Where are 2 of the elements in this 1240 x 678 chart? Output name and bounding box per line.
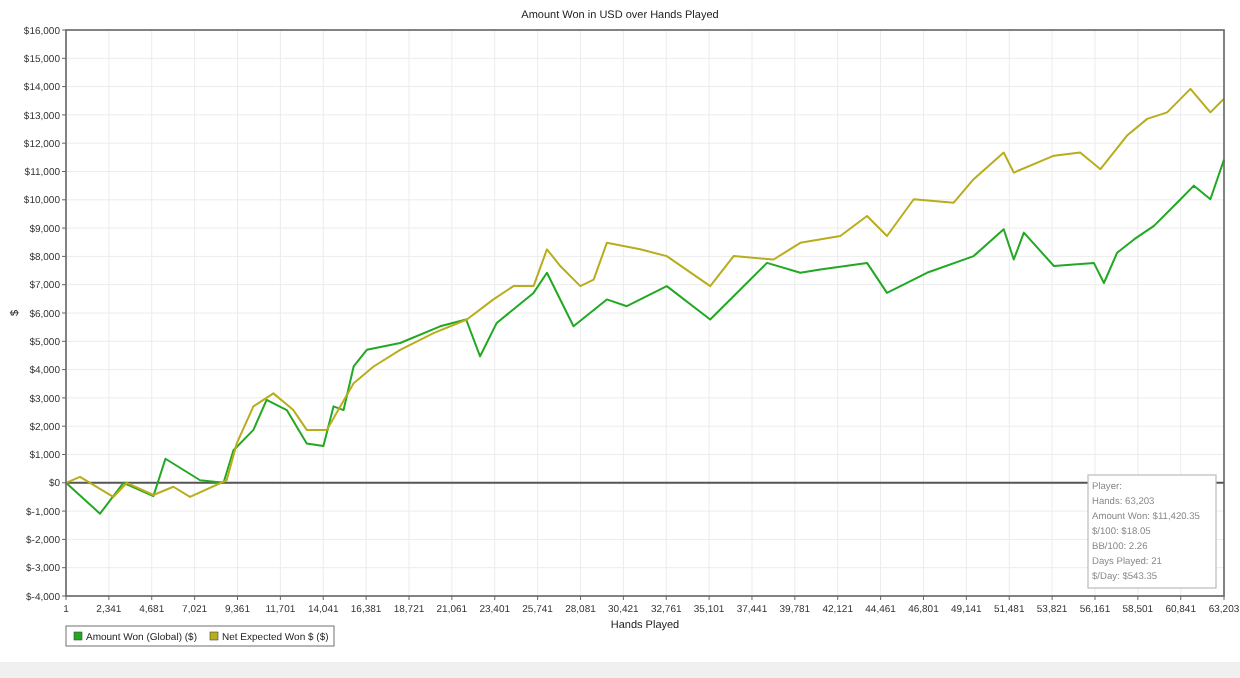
line-series — [65, 87, 1225, 498]
line-series — [65, 158, 1225, 515]
